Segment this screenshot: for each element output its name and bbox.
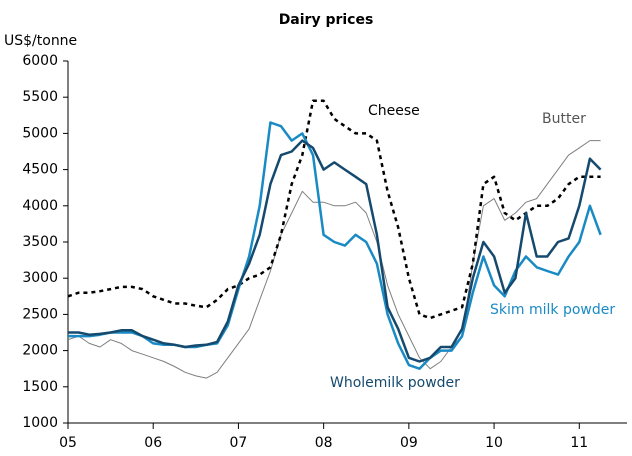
- y-tick-label: 1500: [22, 379, 58, 395]
- y-tick-label: 5000: [22, 125, 58, 141]
- x-tick-label: 09: [400, 435, 418, 451]
- y-tick-label: 3500: [22, 234, 58, 250]
- series-line: [68, 121, 602, 370]
- x-tick-label: 10: [485, 435, 503, 451]
- y-tick-label: 4500: [22, 162, 58, 178]
- y-tick-label: 6000: [22, 53, 58, 69]
- x-tick-label: 07: [230, 435, 248, 451]
- chart-title: Dairy prices: [279, 12, 374, 28]
- y-tick-label: 4000: [22, 198, 58, 214]
- series-line: [68, 139, 602, 363]
- x-tick-label: 06: [144, 435, 162, 451]
- y-tick-label: 3000: [22, 270, 58, 286]
- y-tick-label: 2500: [22, 306, 58, 322]
- y-tick-label: 5500: [22, 89, 58, 105]
- x-tick-label: 11: [570, 435, 588, 451]
- x-tick-label: 05: [59, 435, 77, 451]
- series-label: Cheese: [368, 103, 420, 119]
- series-label: Skim milk powder: [490, 302, 615, 318]
- y-tick-label: 2000: [22, 343, 58, 359]
- series-label: Wholemilk powder: [330, 375, 460, 391]
- series-line: [67, 140, 601, 379]
- series-line: [67, 99, 601, 320]
- y-axis-label: US$/tonne: [4, 33, 77, 49]
- series-label: Butter: [542, 111, 586, 127]
- y-tick-label: 1000: [22, 415, 58, 431]
- x-tick-label: 08: [315, 435, 333, 451]
